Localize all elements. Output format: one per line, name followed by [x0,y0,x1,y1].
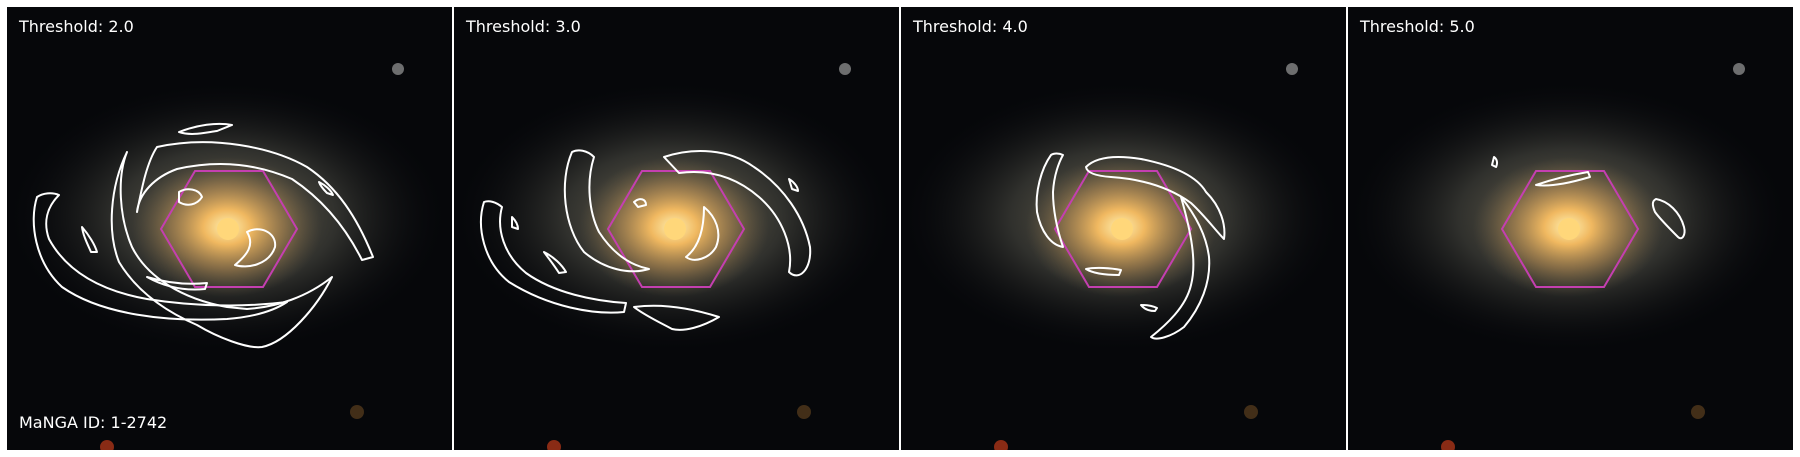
background-star [547,440,561,450]
contour [178,188,203,206]
contour-set [32,122,374,349]
contour [1140,304,1158,312]
contour [1491,156,1499,168]
contour [788,178,799,192]
galaxy-core [1111,218,1133,240]
background-star [1441,440,1455,450]
contour [1150,196,1211,340]
threshold-label: Threshold: 2.0 [19,17,134,36]
contour-set [480,149,812,331]
background-star [839,63,851,75]
contour-set [1035,152,1226,340]
threshold-label: Threshold: 5.0 [1360,17,1475,36]
background-star [1286,63,1298,75]
contour [136,141,374,261]
contour [234,228,277,268]
contour [1535,171,1591,187]
ifu-hexagon [1500,170,1640,288]
contour [543,251,567,274]
contour [685,206,720,261]
panel-threshold-3: Threshold: 3.0 [454,7,899,450]
background-star [994,440,1008,450]
galaxy-core [217,218,239,240]
contour [81,226,98,253]
ifu-hexagon [1053,170,1193,288]
contour [633,198,647,208]
galaxy-image [1348,7,1793,450]
background-star [392,63,404,75]
contour [480,200,627,314]
galaxy-core [1558,218,1580,240]
background-star [797,405,811,419]
contour [146,276,208,291]
contour [1651,198,1686,240]
threshold-label: Threshold: 4.0 [913,17,1028,36]
contour [563,149,650,273]
contour [1035,152,1064,248]
panel-threshold-5: Threshold: 5.0 [1348,7,1793,450]
contour [663,150,812,277]
contour [511,216,519,230]
galaxy-core [664,218,686,240]
galaxy-image [454,7,899,450]
galaxy-image [901,7,1346,450]
galaxy-image [7,7,452,450]
ifu-hexagon [159,170,299,288]
contour [633,304,720,331]
panel-threshold-4: Threshold: 4.0 [901,7,1346,450]
background-star [100,440,114,450]
panel-threshold-2: Threshold: 2.0 MaNGA ID: 1-2742 [7,7,452,450]
ifu-hexagon [606,170,746,288]
manga-id-label: MaNGA ID: 1-2742 [19,413,168,432]
contour [178,122,233,135]
background-star [350,405,364,419]
threshold-label: Threshold: 3.0 [466,17,581,36]
contour-set [1491,156,1686,240]
background-star [1733,63,1745,75]
contour [318,181,334,196]
contour [1085,266,1122,276]
contour [32,192,288,321]
contour [1085,156,1226,240]
contour [110,151,333,349]
background-star [1691,405,1705,419]
background-star [1244,405,1258,419]
